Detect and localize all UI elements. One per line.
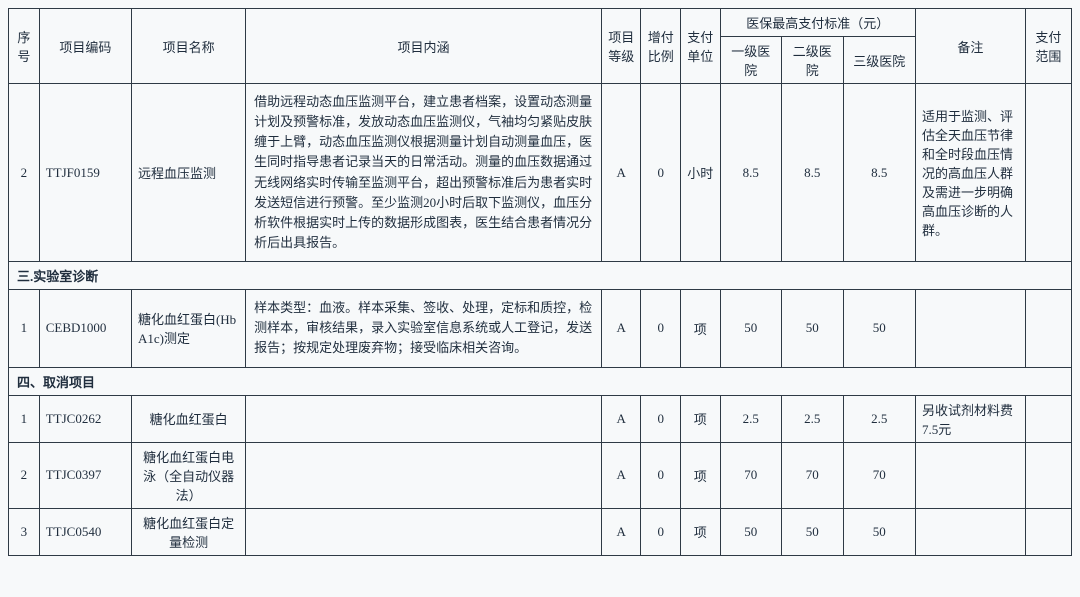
cell-note: 适用于监测、评估全天血压节律和全时段血压情况的高血压人群及需进一步明确高血压诊断… xyxy=(916,84,1026,262)
cell-scope xyxy=(1025,290,1071,367)
cell-h3: 2.5 xyxy=(843,395,915,442)
cell-h2: 70 xyxy=(782,442,843,508)
th-h2: 二级医院 xyxy=(782,37,843,84)
cell-code: TTJC0540 xyxy=(39,508,131,555)
th-scope: 支付范围 xyxy=(1025,9,1071,84)
table-header: 序号 项目编码 项目名称 项目内涵 项目等级 增付比例 支付单位 医保最高支付标… xyxy=(9,9,1072,84)
section-3-title: 三.实验室诊断 xyxy=(9,262,1072,290)
th-note: 备注 xyxy=(916,9,1026,84)
th-h3: 三级医院 xyxy=(843,37,915,84)
cell-unit: 项 xyxy=(681,508,721,555)
cell-unit: 小时 xyxy=(681,84,721,262)
cell-h1: 50 xyxy=(720,290,781,367)
cell-note xyxy=(916,290,1026,367)
cell-ratio: 0 xyxy=(641,395,681,442)
cell-h2: 8.5 xyxy=(782,84,843,262)
cell-ratio: 0 xyxy=(641,508,681,555)
section-4-header: 四、取消项目 xyxy=(9,367,1072,395)
cell-name: 糖化血红蛋白定量检测 xyxy=(131,508,245,555)
table-row: 2 TTJF0159 远程血压监测 借助远程动态血压监测平台，建立患者档案，设置… xyxy=(9,84,1072,262)
medical-items-table: 序号 项目编码 项目名称 项目内涵 项目等级 增付比例 支付单位 医保最高支付标… xyxy=(8,8,1072,556)
cell-ratio: 0 xyxy=(641,442,681,508)
cell-h3: 8.5 xyxy=(843,84,915,262)
th-pay-group: 医保最高支付标准（元） xyxy=(720,9,915,37)
cell-code: TTJF0159 xyxy=(39,84,131,262)
cell-note: 另收试剂材料费7.5元 xyxy=(916,395,1026,442)
table-row: 1 TTJC0262 糖化血红蛋白 A 0 项 2.5 2.5 2.5 另收试剂… xyxy=(9,395,1072,442)
cell-desc: 样本类型：血液。样本采集、签收、处理，定标和质控，检测样本，审核结果，录入实验室… xyxy=(246,290,602,367)
cell-desc xyxy=(246,395,602,442)
table-row: 1 CEBD1000 糖化血红蛋白(HbA1c)测定 样本类型：血液。样本采集、… xyxy=(9,290,1072,367)
cell-level: A xyxy=(601,395,641,442)
cell-scope xyxy=(1025,84,1071,262)
th-unit: 支付单位 xyxy=(681,9,721,84)
cell-code: TTJC0262 xyxy=(39,395,131,442)
cell-name: 远程血压监测 xyxy=(131,84,245,262)
cell-h2: 50 xyxy=(782,508,843,555)
cell-level: A xyxy=(601,508,641,555)
th-desc: 项目内涵 xyxy=(246,9,602,84)
cell-note xyxy=(916,442,1026,508)
cell-h3: 50 xyxy=(843,508,915,555)
cell-note xyxy=(916,508,1026,555)
cell-idx: 2 xyxy=(9,442,40,508)
cell-desc: 借助远程动态血压监测平台，建立患者档案，设置动态测量计划及预警标准，发放动态血压… xyxy=(246,84,602,262)
cell-code: CEBD1000 xyxy=(39,290,131,367)
cell-h2: 2.5 xyxy=(782,395,843,442)
cell-idx: 3 xyxy=(9,508,40,555)
cell-h1: 8.5 xyxy=(720,84,781,262)
cell-ratio: 0 xyxy=(641,84,681,262)
cell-scope xyxy=(1025,508,1071,555)
cell-h2: 50 xyxy=(782,290,843,367)
table-row: 2 TTJC0397 糖化血红蛋白电泳（全自动仪器法） A 0 项 70 70 … xyxy=(9,442,1072,508)
cell-desc xyxy=(246,442,602,508)
cell-ratio: 0 xyxy=(641,290,681,367)
th-level: 项目等级 xyxy=(601,9,641,84)
th-idx: 序号 xyxy=(9,9,40,84)
th-ratio: 增付比例 xyxy=(641,9,681,84)
cell-level: A xyxy=(601,84,641,262)
cell-idx: 1 xyxy=(9,395,40,442)
cell-h1: 70 xyxy=(720,442,781,508)
th-code: 项目编码 xyxy=(39,9,131,84)
cell-unit: 项 xyxy=(681,442,721,508)
th-h1: 一级医院 xyxy=(720,37,781,84)
section-3-header: 三.实验室诊断 xyxy=(9,262,1072,290)
cell-idx: 2 xyxy=(9,84,40,262)
cell-unit: 项 xyxy=(681,290,721,367)
cell-scope xyxy=(1025,442,1071,508)
cell-code: TTJC0397 xyxy=(39,442,131,508)
cell-name: 糖化血红蛋白(HbA1c)测定 xyxy=(131,290,245,367)
table-row: 3 TTJC0540 糖化血红蛋白定量检测 A 0 项 50 50 50 xyxy=(9,508,1072,555)
cell-name: 糖化血红蛋白 xyxy=(131,395,245,442)
cell-h1: 2.5 xyxy=(720,395,781,442)
th-name: 项目名称 xyxy=(131,9,245,84)
cell-level: A xyxy=(601,290,641,367)
cell-unit: 项 xyxy=(681,395,721,442)
cell-desc xyxy=(246,508,602,555)
cell-h1: 50 xyxy=(720,508,781,555)
section-4-title: 四、取消项目 xyxy=(9,367,1072,395)
cell-level: A xyxy=(601,442,641,508)
cell-scope xyxy=(1025,395,1071,442)
cell-h3: 70 xyxy=(843,442,915,508)
cell-idx: 1 xyxy=(9,290,40,367)
cell-h3: 50 xyxy=(843,290,915,367)
cell-name: 糖化血红蛋白电泳（全自动仪器法） xyxy=(131,442,245,508)
